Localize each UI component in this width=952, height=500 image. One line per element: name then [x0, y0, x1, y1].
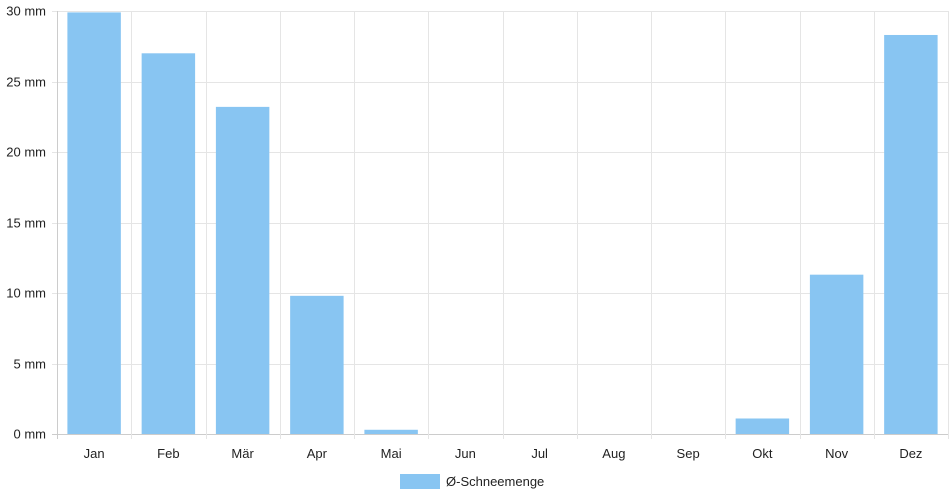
y-tick-label: 30 mm — [6, 4, 46, 19]
x-tick-label: Jan — [84, 446, 105, 461]
bar — [884, 34, 938, 434]
x-tick-label: Nov — [825, 446, 849, 461]
bar — [215, 106, 270, 434]
bar — [735, 418, 790, 434]
x-tick-label: Okt — [752, 446, 773, 461]
y-tick-label: 20 mm — [6, 145, 46, 160]
bar — [141, 53, 196, 435]
x-tick-label: Jul — [531, 446, 548, 461]
bar — [809, 274, 864, 434]
grid — [52, 11, 949, 439]
y-tick-label: 10 mm — [6, 286, 46, 301]
y-tick-label: 15 mm — [6, 216, 46, 231]
y-tick-label: 0 mm — [14, 427, 47, 442]
bars — [67, 12, 938, 435]
bar — [364, 429, 418, 434]
x-tick-label: Feb — [157, 446, 179, 461]
legend[interactable]: Ø-Schneemenge — [400, 474, 544, 489]
x-tick-label: Jun — [455, 446, 476, 461]
bar — [67, 12, 121, 434]
x-tick-label: Mär — [231, 446, 254, 461]
axes: 0 mm 5 mm 10 mm 15 mm 20 mm 25 mm 30 mm Jan Feb M… — [6, 4, 922, 462]
legend-swatch — [400, 474, 440, 489]
y-tick-label: 5 mm — [14, 357, 47, 372]
x-tick-label: Aug — [602, 446, 625, 461]
x-tick-label: Apr — [307, 446, 328, 461]
x-tick-label: Sep — [677, 446, 700, 461]
bar — [290, 295, 344, 434]
y-tick-label: 25 mm — [6, 75, 46, 90]
legend-label: Ø-Schneemenge — [446, 474, 544, 489]
x-tick-label: Dez — [899, 446, 922, 461]
x-tick-label: Mai — [381, 446, 402, 461]
